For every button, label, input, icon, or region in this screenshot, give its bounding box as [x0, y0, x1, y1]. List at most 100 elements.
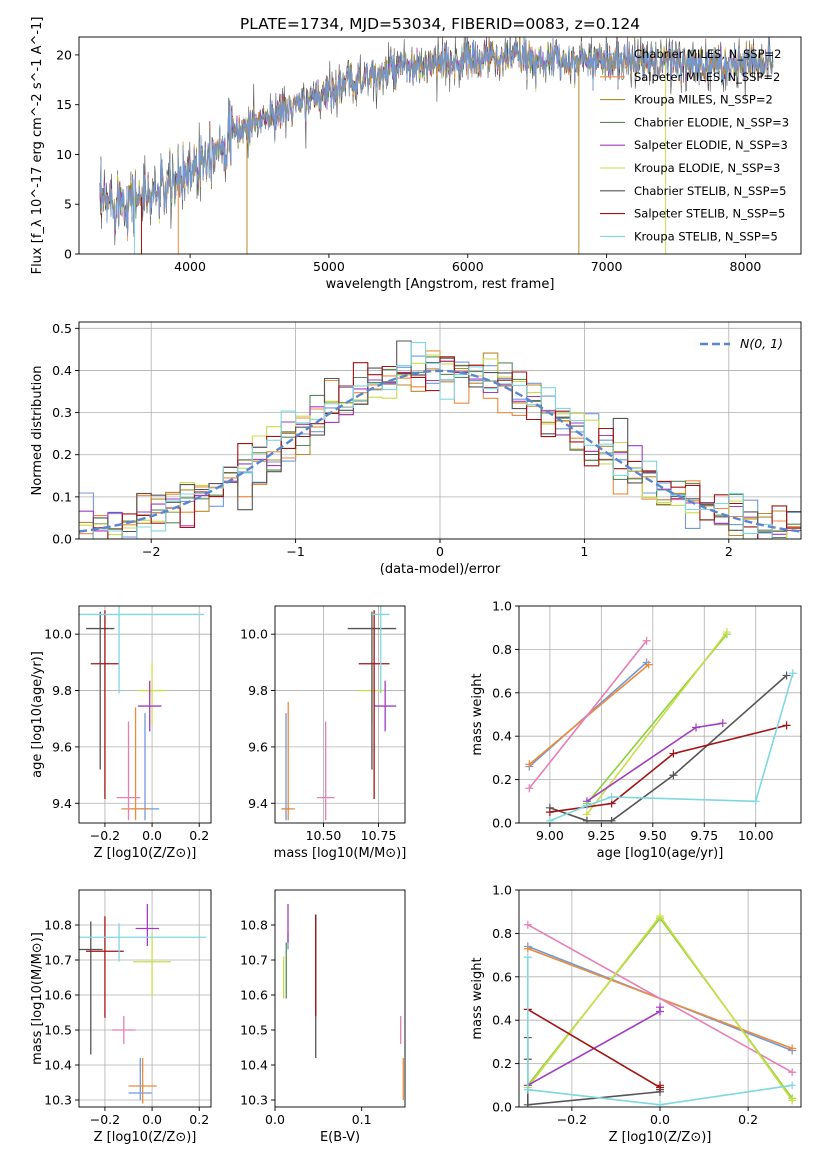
- y-axis-label: age [log10(age/yr)]: [30, 651, 45, 778]
- mass-weight-point: [545, 816, 554, 823]
- y-tick-label: 9.6: [248, 739, 268, 754]
- mass-weight-point: [788, 1081, 797, 1090]
- x-tick-label: 10.00: [738, 828, 774, 843]
- x-tick-label: 8000: [730, 259, 762, 274]
- histogram-step: [79, 356, 801, 539]
- mass-weight-point: [523, 953, 532, 962]
- y-tick-label: 0.8: [492, 926, 512, 941]
- y-tick-label: 0.6: [492, 969, 512, 984]
- y-tick-label: 0.0: [52, 532, 72, 547]
- y-tick-label: 10.3: [44, 1093, 72, 1108]
- x-tick-label: 9.00: [536, 828, 564, 843]
- x-tick-label: −2: [142, 544, 160, 559]
- x-axis-label: age [log10(age/yr)]: [597, 846, 724, 861]
- y-tick-label: 10.0: [44, 627, 72, 642]
- axes-frame: [274, 889, 406, 1108]
- residuals-plot-area: [79, 322, 801, 539]
- x-tick-label: −1: [286, 544, 304, 559]
- y-tick-label: 0.4: [492, 1013, 512, 1028]
- mass-weight-point: [523, 944, 532, 953]
- y-tick-label: 0.2: [492, 772, 512, 787]
- legend-entry: Salpeter ELODIE, N_SSP=3: [634, 138, 788, 152]
- spectrum-panel: 4000 5000 6000 7000 8000 0 5 10 15 20 wavelength […: [30, 17, 802, 292]
- x-axis-label: Z [log10(Z/Z⊙)]: [94, 846, 197, 861]
- y-tick-label: 10.8: [240, 918, 268, 933]
- mass_weight_vs_age-panel: 9.00 9.25 9.50 9.75 10.00 0.0 0.2 0.4 0.6 0.8 1.0 a…: [470, 599, 802, 861]
- y-tick-label: 10.7: [44, 953, 72, 968]
- y-tick-label: 10.7: [240, 953, 268, 968]
- mass-weight-point: [788, 1044, 797, 1053]
- y-axis-label: mass weight: [470, 957, 485, 1039]
- mass-weight-point: [525, 760, 534, 769]
- legend-entry: Chabrier STELIB, N_SSP=5: [634, 184, 786, 198]
- y-tick-label: 0.2: [52, 447, 72, 462]
- x-tick-label: 0.2: [738, 1112, 758, 1127]
- mass-weight-point: [644, 660, 653, 669]
- y-tick-label: 0: [64, 247, 72, 262]
- x-tick-label: 0.0: [142, 828, 162, 843]
- mass-weight-point: [582, 801, 591, 810]
- figure-title: PLATE=1734, MJD=53034, FIBERID=0083, z=0…: [240, 15, 640, 33]
- axes-frame: [78, 36, 802, 255]
- mass_vs_Z-panel: −0.2 0.0 0.2 10.3 10.4 10.5 10.6 10.7 10.8 Z [log…: [30, 889, 212, 1145]
- mass-weight-point: [669, 771, 678, 780]
- axes-frame: [78, 889, 212, 1108]
- mass-weight-point: [607, 792, 616, 801]
- mass_weight_vs_Z-plot-area: [519, 890, 801, 1107]
- x-tick-label: 9.50: [639, 828, 667, 843]
- x-axis-label: (data-model)/error: [380, 562, 501, 577]
- mass-weight-point: [523, 1085, 532, 1094]
- mass-weight-point: [523, 920, 532, 929]
- x-tick-label: 1: [580, 544, 588, 559]
- mass_vs_EBV-plot-area: [283, 904, 404, 1100]
- mass-weight-point: [782, 671, 791, 680]
- mass_weight_vs_age-plot-area: [519, 606, 801, 823]
- mass-weight-point: [669, 749, 678, 758]
- mass-weight-point: [607, 816, 616, 823]
- x-tick-label: 0.1: [352, 1112, 372, 1127]
- mass-weight-point: [656, 1081, 664, 1090]
- mass-weight-line: [527, 1007, 661, 1086]
- x-tick-label: 9.25: [587, 828, 615, 843]
- mass-weight-point: [523, 1100, 532, 1107]
- mass-weight-line: [528, 640, 648, 789]
- x-axis-label: Z [log10(Z/Z⊙)]: [609, 1130, 712, 1145]
- legend-entry: Kroupa ELODIE, N_SSP=3: [634, 161, 780, 175]
- mass-weight-line: [528, 663, 650, 766]
- x-tick-label: 2: [725, 544, 733, 559]
- legend-entry: Salpeter MILES, N_SSP=2: [634, 70, 780, 84]
- y-tick-label: 10.5: [240, 1023, 268, 1038]
- mass-weight-point: [788, 1096, 797, 1105]
- mass-weight-line: [527, 924, 793, 1073]
- mass_vs_Z-plot-area: [79, 890, 211, 1107]
- y-tick-label: 0.1: [52, 489, 72, 504]
- axes-frame: [518, 605, 802, 824]
- x-tick-label: 5000: [313, 259, 345, 274]
- mass-weight-point: [782, 721, 791, 730]
- histogram-step: [79, 342, 801, 539]
- x-tick-label: 9.75: [690, 828, 718, 843]
- residuals-panel: −2 −1 0 1 2 0.0 0.1 0.2 0.3 0.4 0.5 (data-model)/er…: [30, 321, 802, 577]
- mass-weight-point: [751, 797, 760, 806]
- y-tick-label: 0.6: [492, 685, 512, 700]
- mass-weight-line: [586, 631, 728, 815]
- y-tick-label: 9.6: [52, 739, 72, 754]
- y-axis-label: mass [log10(M/M⊙)]: [30, 932, 45, 1065]
- x-tick-label: 7000: [591, 259, 623, 274]
- y-tick-label: 0.0: [492, 1100, 512, 1115]
- x-tick-label: 4000: [174, 259, 206, 274]
- spectrum-line: [99, 37, 774, 246]
- y-tick-label: 0.0: [492, 816, 512, 831]
- y-tick-label: 0.3: [52, 405, 72, 420]
- x-tick-label: 10.75: [361, 828, 397, 843]
- y-tick-label: 10.6: [240, 988, 268, 1003]
- mass-weight-point: [722, 628, 731, 637]
- y-tick-label: 9.8: [52, 683, 72, 698]
- mass-weight-point: [692, 723, 701, 732]
- mass-weight-line: [526, 957, 793, 1106]
- y-tick-label: 1.0: [492, 883, 512, 898]
- mass-weight-point: [656, 1003, 664, 1012]
- x-axis-label: wavelength [Angstrom, rest frame]: [326, 277, 555, 292]
